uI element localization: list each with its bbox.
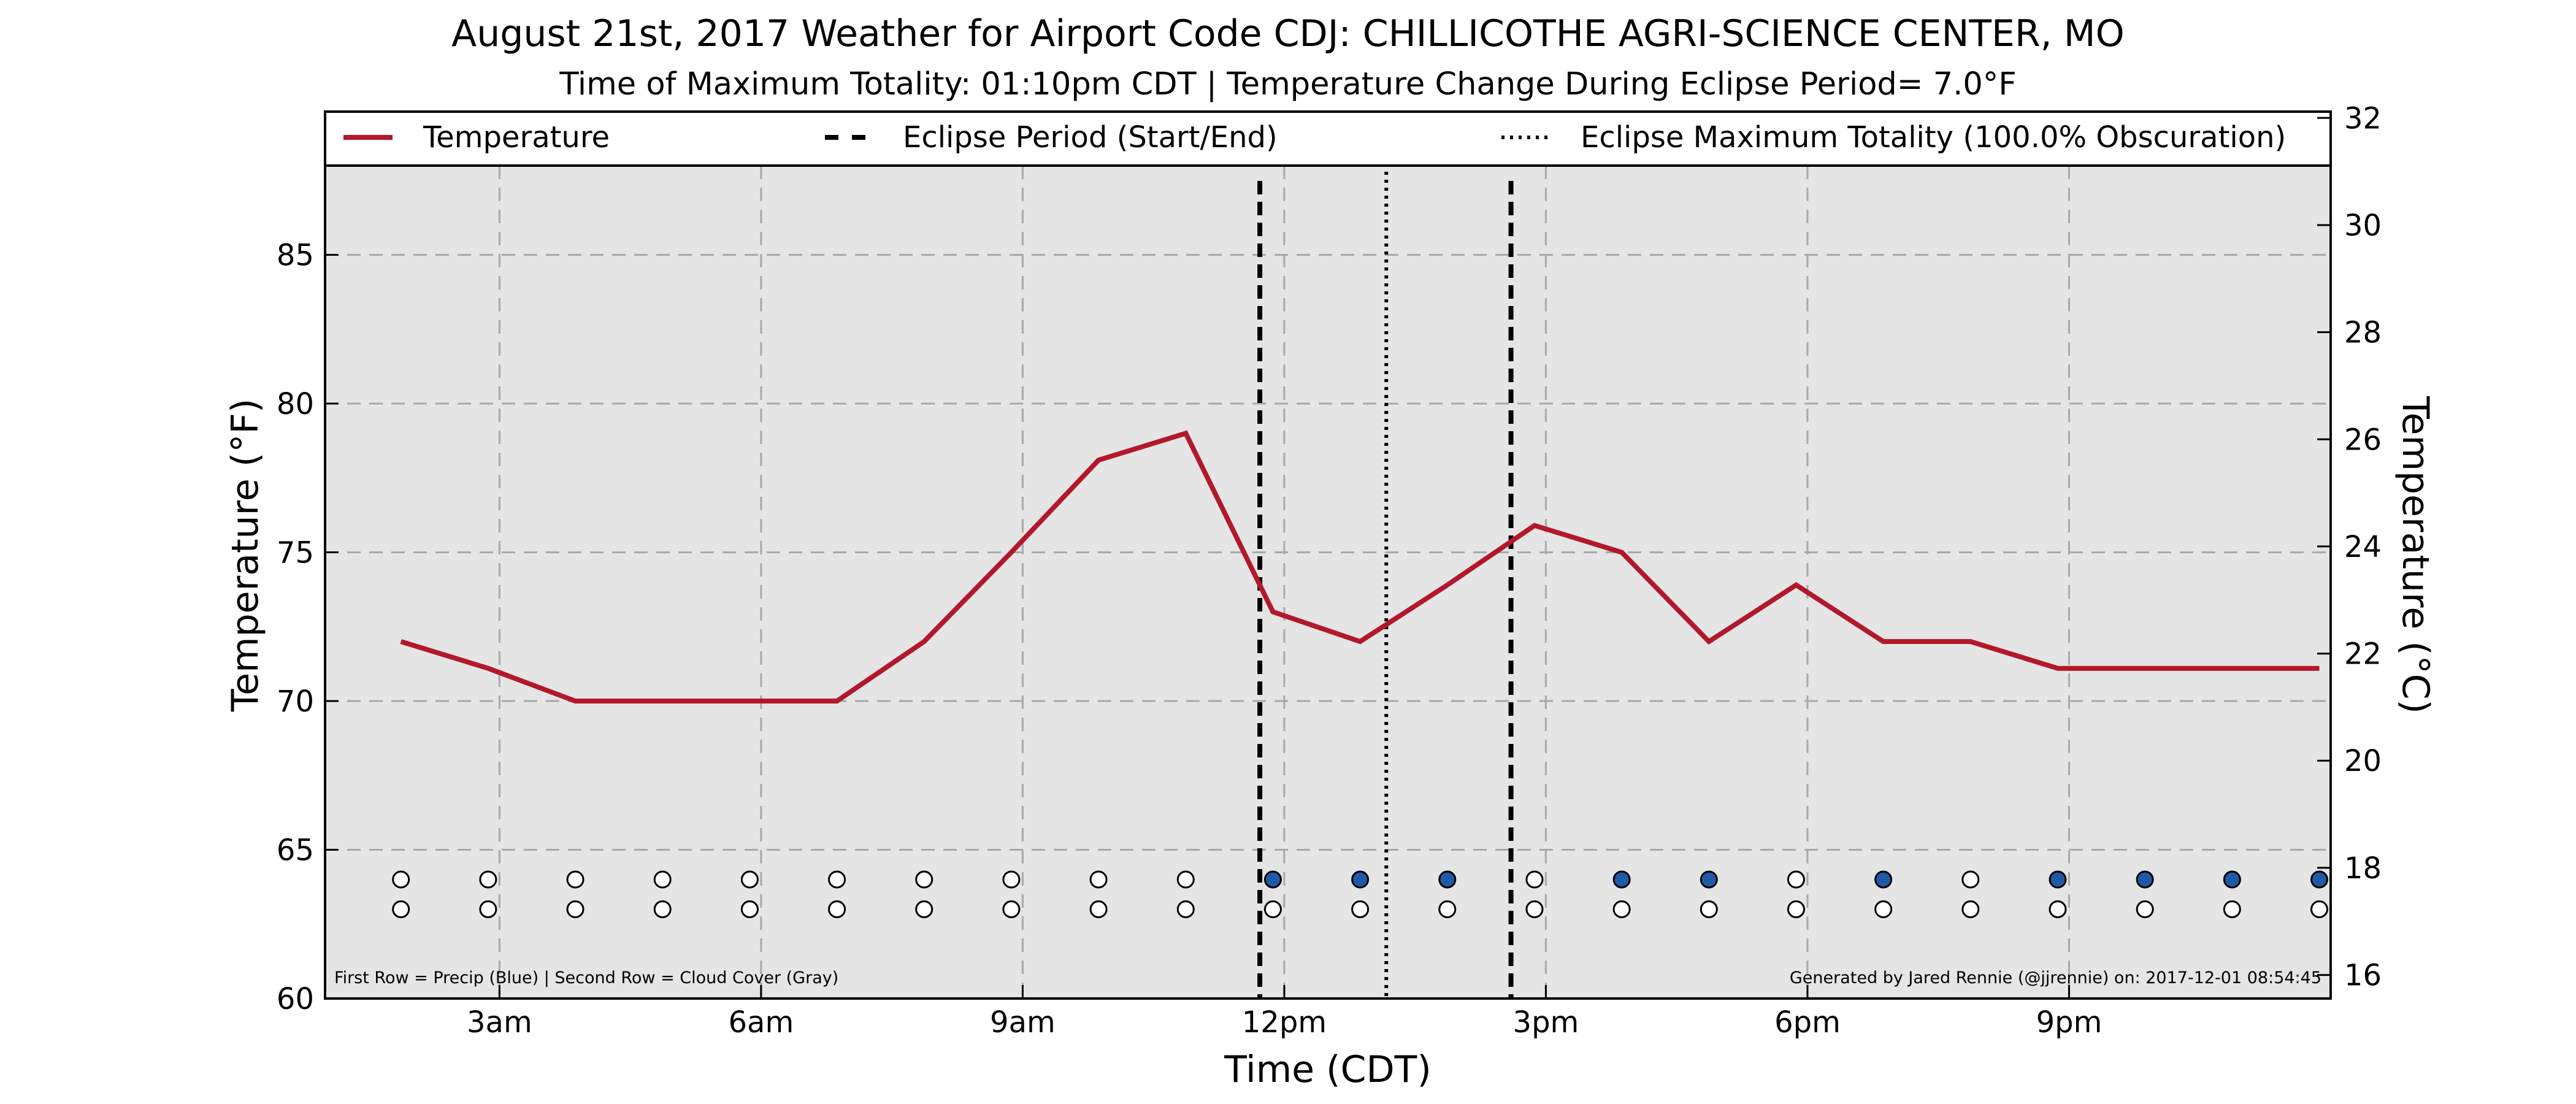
- cloud-marker: [1438, 900, 1457, 918]
- x-tick-label: 6am: [729, 1005, 794, 1040]
- cloud-marker: [1700, 900, 1718, 918]
- x-tick-label: 6pm: [1774, 1005, 1841, 1040]
- cloud-marker: [2223, 900, 2241, 918]
- footnote-left: First Row = Precip (Blue) | Second Row =…: [334, 968, 838, 987]
- precip-marker: [1525, 870, 1544, 889]
- precip-marker: [1612, 870, 1631, 889]
- y-tick-label: 75: [277, 536, 314, 570]
- cloud-marker: [1612, 900, 1631, 918]
- y-right-tick-label: 22: [2344, 637, 2382, 672]
- precip-marker: [2049, 870, 2067, 889]
- precip-marker: [1961, 870, 1980, 889]
- x-axis-label: Time (CDT): [1224, 1048, 1431, 1091]
- precip-marker: [1787, 870, 1805, 889]
- footnote-right: Generated by Jared Rennie (@jjrennie) on…: [1790, 968, 2321, 987]
- plot-frame: [324, 110, 2332, 1000]
- precip-marker: [1002, 870, 1021, 889]
- precip-marker: [2310, 870, 2329, 889]
- precip-marker: [1874, 870, 1893, 889]
- y-right-tick-label: 20: [2344, 744, 2382, 778]
- cloud-marker: [2049, 900, 2067, 918]
- cloud-marker: [828, 900, 846, 918]
- cloud-marker: [2136, 900, 2154, 918]
- cloud-marker: [915, 900, 933, 918]
- y-tick-label: 70: [277, 684, 314, 719]
- precip-marker: [740, 870, 759, 889]
- precip-marker: [2223, 870, 2241, 889]
- cloud-marker: [1525, 900, 1544, 918]
- precip-marker: [1176, 870, 1195, 889]
- legend-box: [324, 110, 2332, 167]
- cloud-marker: [1002, 900, 1021, 918]
- cloud-marker: [1874, 900, 1893, 918]
- precip-marker: [1263, 870, 1282, 889]
- y-tick-label: 85: [277, 239, 314, 273]
- cloud-marker: [392, 900, 410, 918]
- y-right-tick-label: 16: [2344, 959, 2382, 993]
- chart-subtitle: Time of Maximum Totality: 01:10pm CDT | …: [559, 66, 2017, 102]
- precip-marker: [915, 870, 933, 889]
- cloud-marker: [653, 900, 672, 918]
- x-tick-label: 12pm: [1242, 1005, 1327, 1040]
- legend-temperature-label: Temperature: [423, 120, 610, 155]
- cloud-marker: [2310, 900, 2329, 918]
- chart-title: August 21st, 2017 Weather for Airport Co…: [451, 12, 2125, 55]
- plot-background: [325, 112, 2331, 999]
- y-right-tick-label: 28: [2344, 316, 2382, 350]
- precip-marker: [479, 870, 497, 889]
- precip-marker: [1700, 870, 1718, 889]
- cloud-marker: [1176, 900, 1195, 918]
- precip-marker: [1438, 870, 1457, 889]
- x-tick-label: 3pm: [1513, 1005, 1579, 1040]
- cloud-marker: [1263, 900, 1282, 918]
- x-tick-label: 9am: [990, 1005, 1056, 1040]
- precip-marker: [2136, 870, 2154, 889]
- precip-marker: [392, 870, 410, 889]
- cloud-marker: [1351, 900, 1370, 918]
- y-right-tick-label: 24: [2344, 530, 2382, 564]
- cloud-marker: [1787, 900, 1805, 918]
- precip-marker: [1351, 870, 1370, 889]
- y-tick-label: 65: [277, 834, 314, 868]
- cloud-marker: [566, 900, 585, 918]
- y-tick-label: 60: [277, 982, 314, 1016]
- y-right-tick-label: 18: [2344, 851, 2382, 886]
- y-tick-label: 80: [277, 387, 314, 421]
- precip-marker: [1089, 870, 1108, 889]
- x-tick-label: 9pm: [2036, 1005, 2103, 1040]
- y-right-axis-label: Temperature (°C): [2394, 396, 2437, 714]
- cloud-marker: [1089, 900, 1108, 918]
- precip-marker: [828, 870, 846, 889]
- temperature-series-line: [400, 430, 2320, 703]
- cloud-marker: [1961, 900, 1980, 918]
- legend-eclipse-period-label: Eclipse Period (Start/End): [903, 120, 1278, 155]
- y-right-tick-label: 30: [2344, 209, 2382, 243]
- legend-max-totality-label: Eclipse Maximum Totality (100.0% Obscura…: [1581, 120, 2286, 155]
- cloud-marker: [479, 900, 497, 918]
- precip-marker: [653, 870, 672, 889]
- y-right-tick-label: 32: [2344, 101, 2382, 136]
- precip-marker: [566, 870, 585, 889]
- y-axis-label: Temperature (°F): [224, 399, 267, 712]
- y-right-tick-label: 26: [2344, 423, 2382, 457]
- x-tick-label: 3am: [467, 1005, 532, 1040]
- cloud-marker: [740, 900, 759, 918]
